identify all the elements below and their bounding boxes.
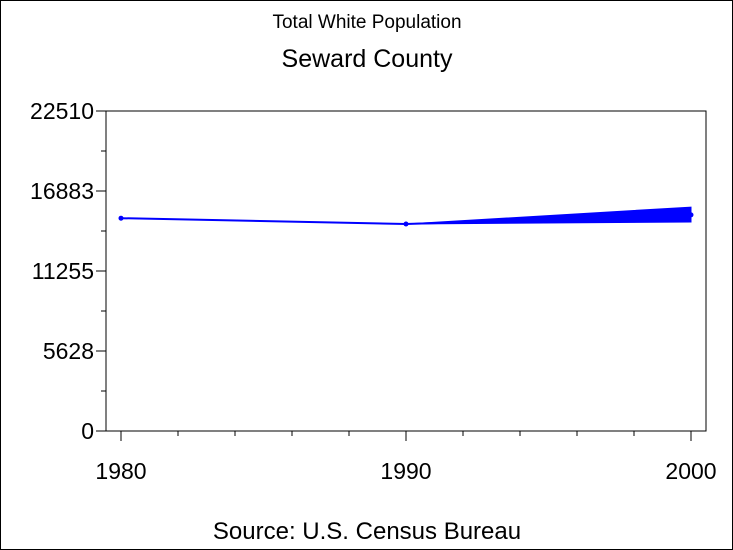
- y-axis: 0 5628 11255 16883 22510: [30, 98, 106, 444]
- chart-source: Source: U.S. Census Bureau: [213, 518, 521, 545]
- y-tick-label: 11255: [32, 258, 94, 284]
- y-tick-label: 22510: [30, 98, 94, 124]
- data-point: [118, 215, 124, 221]
- data-point: [688, 212, 694, 218]
- data-point: [403, 221, 409, 227]
- x-tick-label: 1990: [380, 458, 431, 484]
- x-tick-label: 1980: [95, 458, 146, 484]
- chart-title: Seward County: [282, 45, 453, 73]
- series-layer: [118, 206, 694, 227]
- x-axis: 1980 1990 2000: [95, 431, 717, 484]
- y-tick-label: 5628: [43, 338, 94, 364]
- plot-area: [105, 110, 707, 432]
- x-tick-label: 2000: [665, 458, 716, 484]
- chart-subtitle: Total White Population: [272, 12, 461, 33]
- y-tick-label: 0: [81, 418, 94, 444]
- y-tick-label: 16883: [30, 178, 94, 204]
